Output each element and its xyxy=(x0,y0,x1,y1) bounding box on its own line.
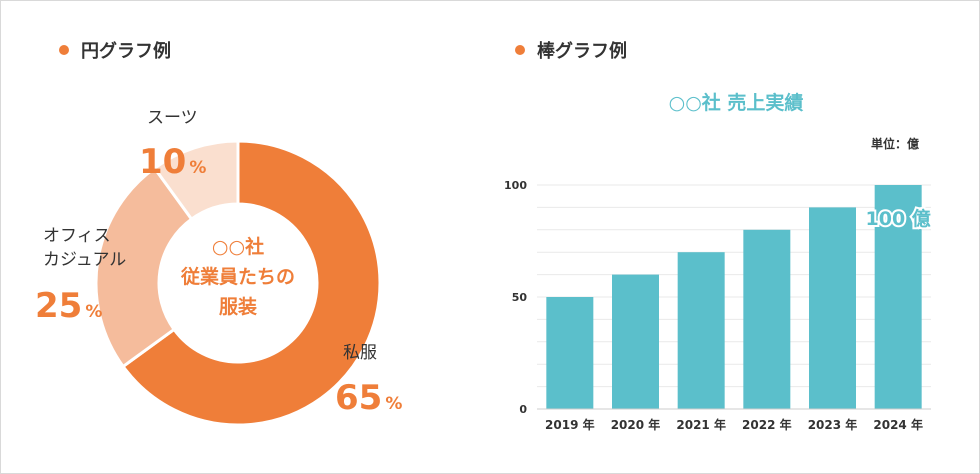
pie-slice-label: スーツ xyxy=(147,108,198,128)
bar xyxy=(809,207,856,409)
pie-center-label: 服装 xyxy=(219,295,257,318)
pie-heading-text: 円グラフ例 xyxy=(81,41,171,62)
pie-slice-value: 25% xyxy=(35,286,102,326)
bar-panel-heading: 棒グラフ例 xyxy=(515,37,627,63)
pie-slice xyxy=(94,166,194,369)
bar-heading-text: 棒グラフ例 xyxy=(537,41,627,62)
y-tick-label: 0 xyxy=(519,403,527,416)
pie-slice-label: カジュアル xyxy=(43,250,126,270)
pie-slice xyxy=(121,139,382,427)
pie-slice-value: 65% xyxy=(335,378,402,418)
pie-slice-label: オフィス xyxy=(43,226,111,246)
y-tick-label: 100 xyxy=(504,179,527,192)
pie-center-label: 従業員たちの xyxy=(180,265,295,288)
bar xyxy=(677,252,725,409)
bar xyxy=(612,274,659,409)
pie-slice-label: 私服 xyxy=(343,343,377,363)
bar xyxy=(874,185,922,409)
pie-panel-heading: 円グラフ例 xyxy=(59,37,171,63)
x-tick-label: 2022 年 xyxy=(742,417,792,432)
bar-unit-label: 単位：億 xyxy=(871,136,919,151)
x-tick-label: 2023 年 xyxy=(808,417,858,432)
x-tick-label: 2020 年 xyxy=(611,417,661,432)
bar xyxy=(743,229,791,409)
bar-chart-title: ○○社 売上実績 xyxy=(669,91,804,114)
x-tick-label: 2019 年 xyxy=(545,417,595,432)
pie-slice-value: 10% xyxy=(139,142,206,182)
x-tick-label: 2021 年 xyxy=(676,417,726,432)
pie-slice xyxy=(152,139,240,222)
y-tick-label: 50 xyxy=(512,291,528,304)
bar-annotation: 100 億 xyxy=(866,207,931,230)
x-tick-label: 2024 年 xyxy=(873,417,923,432)
pie-center-label: ○○社 xyxy=(212,235,264,258)
bar xyxy=(546,297,594,409)
bar-heading-bullet-icon xyxy=(515,45,525,55)
pie-heading-bullet-icon xyxy=(59,45,69,55)
